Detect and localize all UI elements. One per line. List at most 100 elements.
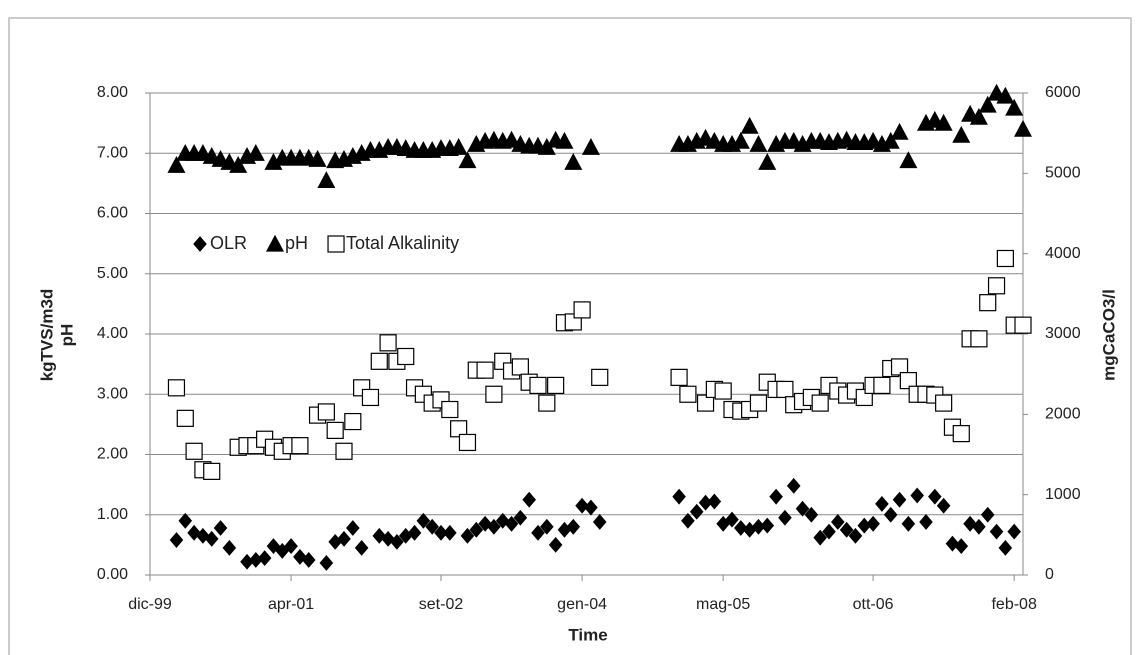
point	[284, 538, 298, 555]
point	[795, 500, 810, 517]
point	[998, 539, 1013, 556]
point	[740, 116, 759, 134]
y2-tick-label: 2000	[1045, 406, 1081, 423]
point	[822, 523, 836, 540]
point	[778, 509, 792, 526]
point	[372, 527, 387, 544]
point	[469, 521, 484, 538]
point	[760, 517, 775, 534]
point	[441, 400, 459, 419]
point	[883, 506, 898, 523]
point	[1005, 98, 1024, 116]
point	[919, 514, 933, 530]
x-axis-title: Time	[568, 625, 607, 644]
point	[996, 86, 1015, 104]
point	[714, 382, 732, 400]
point	[458, 151, 477, 169]
point	[592, 514, 607, 530]
point	[434, 524, 448, 541]
point	[786, 477, 801, 494]
point	[169, 532, 184, 548]
point	[575, 497, 589, 514]
point	[187, 524, 201, 541]
point	[379, 334, 397, 352]
point	[681, 512, 695, 529]
point	[813, 529, 827, 546]
point	[370, 352, 388, 370]
point	[972, 518, 986, 535]
point	[513, 509, 528, 526]
point	[203, 462, 221, 480]
y2-tick-label: 0	[1045, 566, 1054, 583]
x-tick-label: apr-01	[268, 596, 314, 613]
point	[326, 421, 344, 439]
point	[460, 527, 475, 544]
point	[257, 550, 272, 567]
point	[308, 150, 327, 167]
point	[573, 301, 591, 319]
point	[317, 403, 335, 421]
point	[881, 131, 900, 149]
point	[275, 542, 290, 559]
y-tick-label: 4.00	[97, 325, 128, 342]
point	[213, 520, 228, 536]
point	[848, 527, 863, 544]
point	[749, 134, 768, 152]
point	[996, 249, 1014, 268]
point	[566, 518, 581, 535]
point	[504, 515, 519, 532]
point	[529, 376, 547, 395]
point	[758, 153, 777, 170]
point	[167, 379, 186, 397]
point	[679, 385, 697, 403]
point	[185, 442, 203, 460]
y2-tick-label: 1000	[1045, 486, 1081, 503]
point	[301, 552, 316, 568]
point	[317, 171, 336, 188]
point	[689, 503, 704, 520]
point	[899, 151, 918, 169]
y-axis-title: kgTVS/m3d	[37, 289, 56, 382]
x-tick-label: dic-99	[128, 596, 172, 613]
point	[487, 518, 501, 535]
point	[811, 394, 829, 412]
point	[416, 512, 431, 529]
point	[502, 130, 521, 148]
point	[397, 347, 415, 366]
point	[229, 156, 248, 173]
point	[555, 131, 574, 149]
point	[890, 122, 909, 140]
y-tick-label: 7.00	[97, 144, 128, 161]
point	[892, 491, 907, 508]
point	[511, 358, 529, 376]
point	[936, 497, 951, 514]
legend-label: OLR	[210, 233, 247, 253]
point	[564, 153, 583, 170]
y-tick-label: 3.00	[97, 385, 128, 402]
point	[952, 425, 970, 443]
point	[670, 368, 688, 386]
point	[204, 530, 219, 547]
point	[776, 380, 794, 399]
point	[591, 368, 609, 386]
y-tick-label: 5.00	[97, 265, 128, 282]
point	[1014, 119, 1032, 137]
legend-marker	[193, 236, 207, 252]
point	[458, 433, 477, 452]
point	[581, 137, 600, 155]
point	[176, 409, 194, 427]
point	[443, 524, 457, 541]
point	[390, 533, 404, 550]
point	[672, 488, 686, 505]
point	[547, 376, 565, 395]
point	[1007, 523, 1021, 540]
point	[725, 511, 739, 528]
point	[540, 518, 554, 535]
point	[425, 518, 439, 535]
point	[901, 515, 916, 532]
point	[548, 536, 563, 553]
point	[361, 388, 380, 407]
y-axis-title: pH	[57, 324, 76, 347]
